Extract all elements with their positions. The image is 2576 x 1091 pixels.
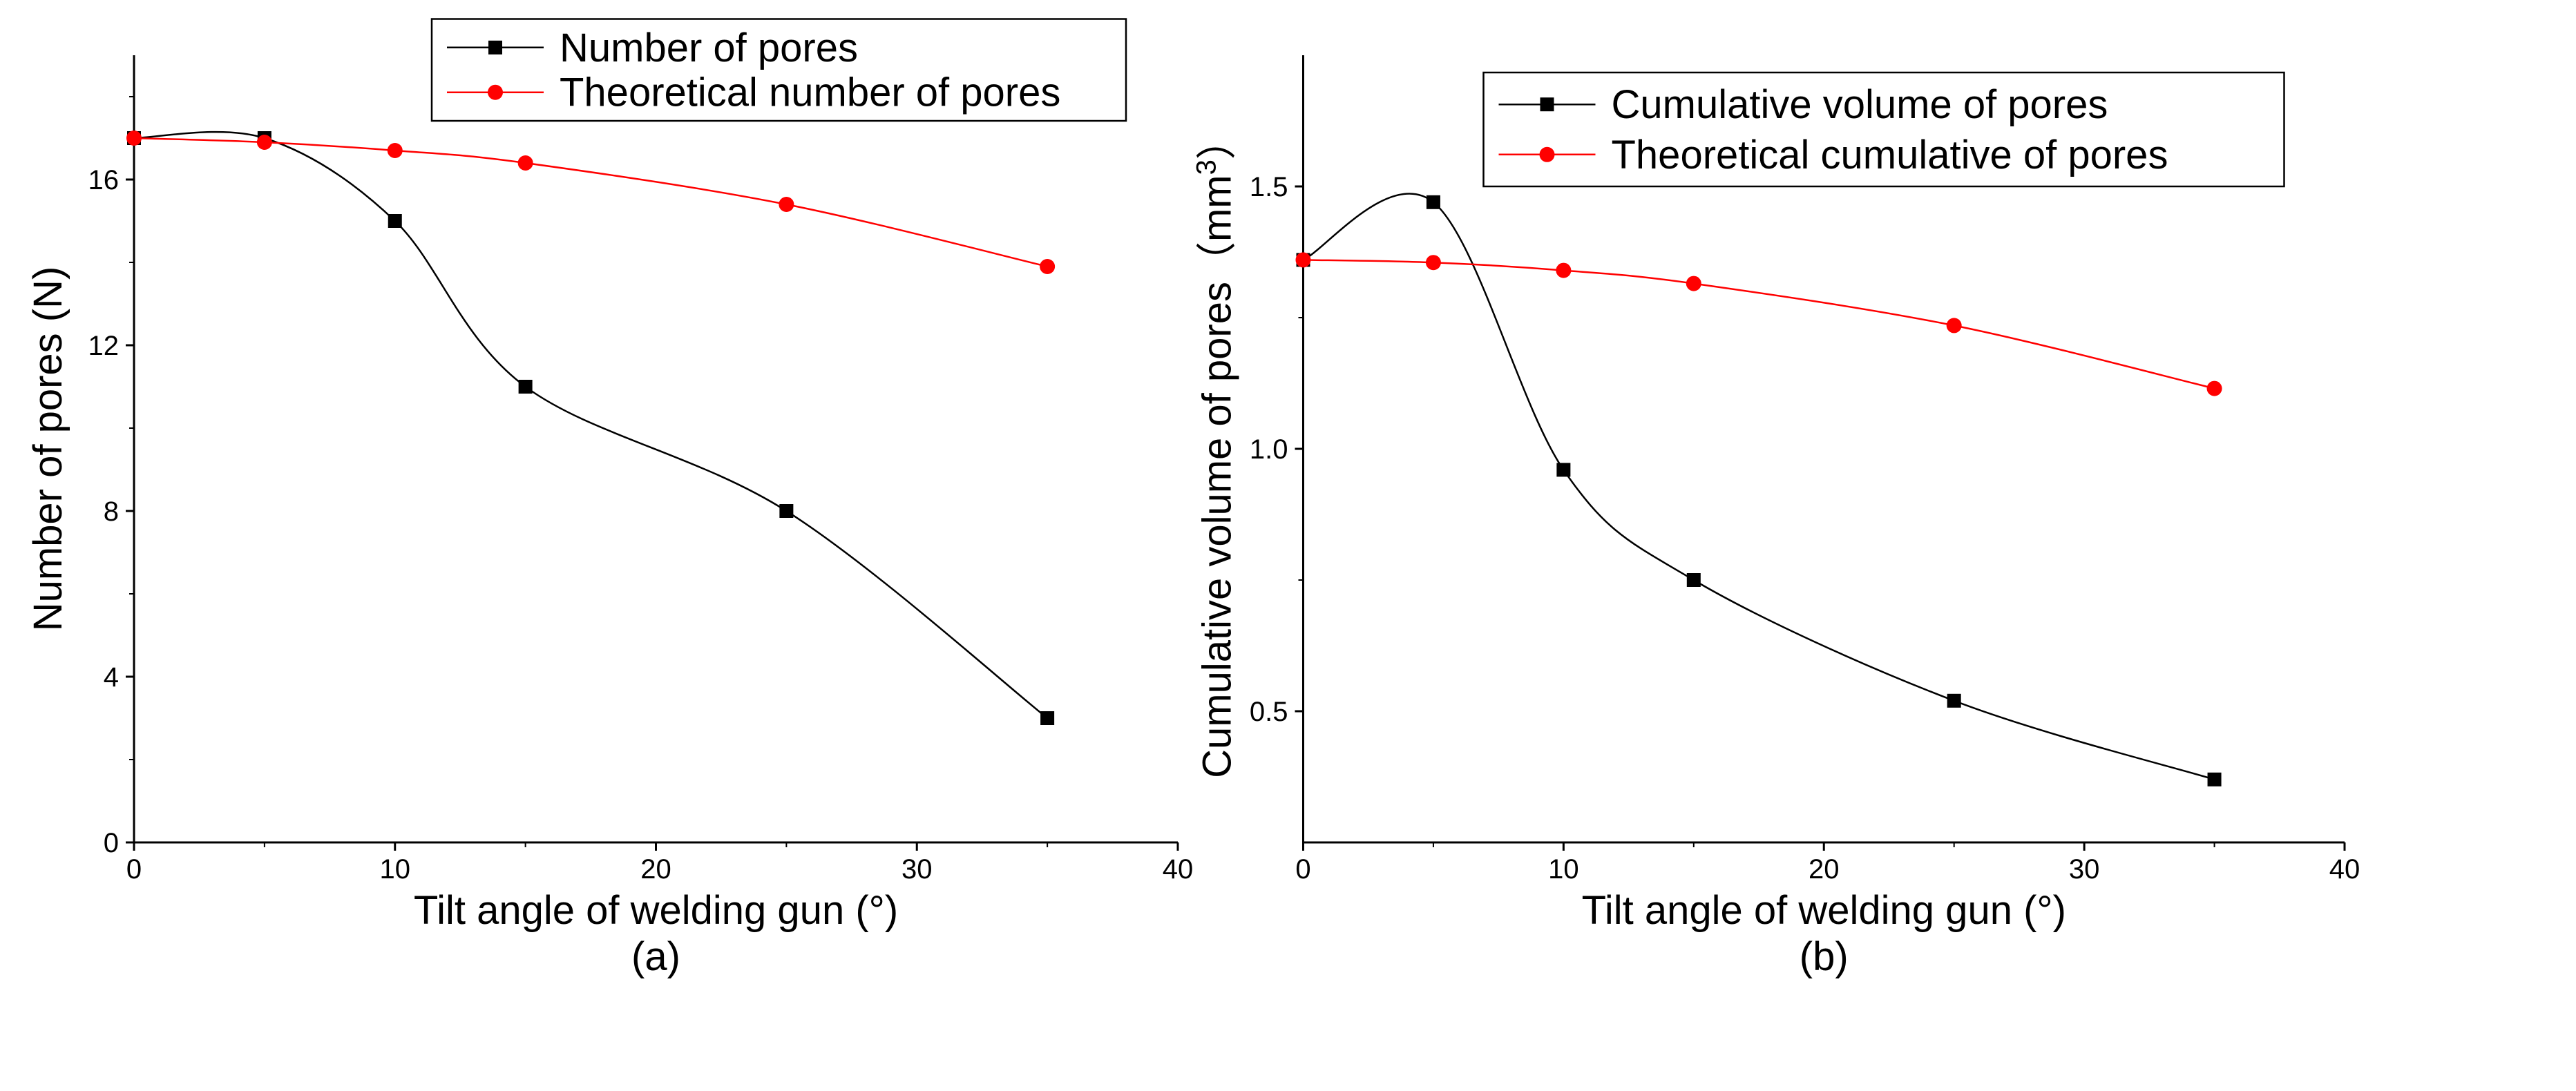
series-line-1 xyxy=(1302,193,2215,780)
chart-panel-b: 0 10 20 30 40 0.5 1.0 1.5 Tilt angle of welding … xyxy=(1192,55,2360,979)
panel-caption: (b) xyxy=(1800,934,1849,979)
y-axis-title-text: Cumulative volume of pores xyxy=(1195,282,1240,778)
x-tick-label: 0 xyxy=(126,854,142,885)
y-axis-unit-open: （mm xyxy=(1195,175,1240,282)
series-line-2 xyxy=(1303,259,2215,389)
data-point-square xyxy=(779,504,794,518)
x-tick-label: 40 xyxy=(1163,854,1194,885)
legend-label: Theoretical number of pores xyxy=(560,70,1060,115)
y-tick-label: 12 xyxy=(88,331,120,361)
data-point-circle xyxy=(1686,276,1701,291)
data-point-circle xyxy=(517,155,533,171)
data-point-circle xyxy=(126,131,142,146)
series-line-1 xyxy=(133,131,1048,719)
panel-caption: (a) xyxy=(631,934,680,979)
data-point-circle xyxy=(779,197,794,212)
legend-marker-circle xyxy=(488,84,503,100)
data-point-circle xyxy=(1040,259,1056,274)
legend-label: Cumulative volume of pores xyxy=(1612,82,2108,127)
y-tick-label: 8 xyxy=(104,496,119,527)
y-tick-label: 16 xyxy=(88,165,120,195)
data-point-square xyxy=(388,214,402,228)
x-tick-label: 20 xyxy=(640,854,671,885)
data-point-circle xyxy=(387,143,403,158)
legend-label: Number of pores xyxy=(560,26,858,70)
data-point-square xyxy=(1686,573,1701,587)
data-point-square xyxy=(1947,693,1961,708)
y-tick-label: 4 xyxy=(104,662,119,693)
y-tick-label: 0.5 xyxy=(1250,697,1288,727)
legend: Cumulative volume of pores Theoretical cu… xyxy=(1482,71,2285,188)
data-point-circle xyxy=(1556,262,1572,278)
y-tick-label: 1.0 xyxy=(1250,434,1288,465)
y-tick-label: 1.5 xyxy=(1250,172,1288,202)
legend-marker-square xyxy=(488,40,502,55)
data-point-square xyxy=(1556,463,1571,477)
data-point-circle xyxy=(2206,380,2222,396)
x-tick-label: 40 xyxy=(2329,854,2360,885)
data-point-square xyxy=(1040,711,1055,725)
data-point-circle xyxy=(256,135,272,150)
x-tick-label: 0 xyxy=(1295,854,1310,885)
data-point-square xyxy=(518,380,533,394)
x-tick-label: 20 xyxy=(1809,854,1840,885)
data-point-square xyxy=(2207,772,2222,786)
legend-label: Theoretical cumulative of pores xyxy=(1612,133,2168,177)
y-axis-unit-exponent: 3 xyxy=(1192,160,1222,175)
y-axis-title: Cumulative volume of pores（mm3） xyxy=(1192,119,1240,778)
x-tick-label: 10 xyxy=(380,854,411,885)
legend-box xyxy=(1482,71,2285,188)
x-tick-label: 30 xyxy=(901,854,933,885)
y-tick-label: 0 xyxy=(104,828,119,858)
x-tick-label: 30 xyxy=(2069,854,2100,885)
legend-marker-square xyxy=(1540,97,1554,112)
x-axis-title: Tilt angle of welding gun (°) xyxy=(1582,888,2066,933)
x-axis-title: Tilt angle of welding gun (°) xyxy=(414,888,898,933)
y-axis-title-text: Number of pores (N) xyxy=(26,267,70,632)
legend-box xyxy=(430,18,1127,122)
y-axis-title: Number of pores (N) xyxy=(26,267,70,632)
y-axis-unit-close: ） xyxy=(1195,119,1240,160)
series-line-2 xyxy=(133,137,1048,268)
chart-panel-a: 0 10 20 30 40 0 4 8 12 16 Tilt angle of welding gu… xyxy=(26,18,1194,979)
legend-marker-circle xyxy=(1539,146,1555,162)
data-point-circle xyxy=(1295,252,1311,268)
data-point-circle xyxy=(1946,318,1962,334)
data-point-circle xyxy=(1425,255,1441,271)
data-point-square xyxy=(1426,195,1440,209)
x-tick-label: 10 xyxy=(1548,854,1579,885)
